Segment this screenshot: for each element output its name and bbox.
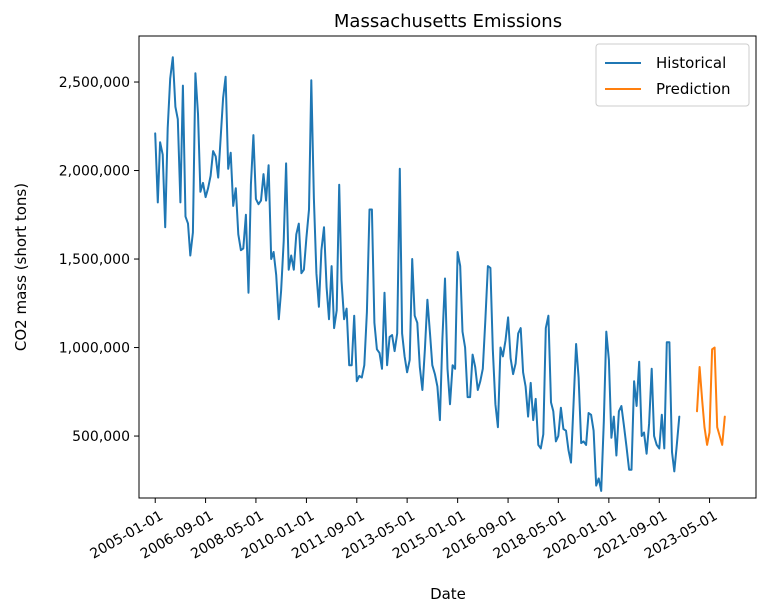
y-axis-label: CO2 mass (short tons)	[12, 183, 30, 351]
legend-box	[595, 43, 750, 107]
legend: Historical Prediction	[595, 43, 750, 107]
legend-label-historical: Historical	[656, 54, 726, 72]
series-line-historical	[154, 56, 681, 492]
y-tick-label: 2,500,000	[59, 75, 130, 91]
series-line-prediction	[696, 346, 726, 446]
y-axis-ticks: 500,000 1,000,000 1,500,000 2,000,000 2,500,…	[59, 75, 139, 445]
plot-frame	[138, 35, 757, 499]
legend-label-prediction: Prediction	[656, 80, 731, 98]
x-axis-label: Date	[430, 585, 466, 603]
y-tick-label: 2,000,000	[59, 164, 130, 180]
y-tick-label: 1,500,000	[59, 252, 130, 268]
y-tick-label: 500,000	[72, 429, 130, 445]
y-tick-label: 1,000,000	[59, 341, 130, 357]
plot-layer	[154, 56, 726, 492]
chart-title: Massachusetts Emissions	[334, 11, 562, 32]
